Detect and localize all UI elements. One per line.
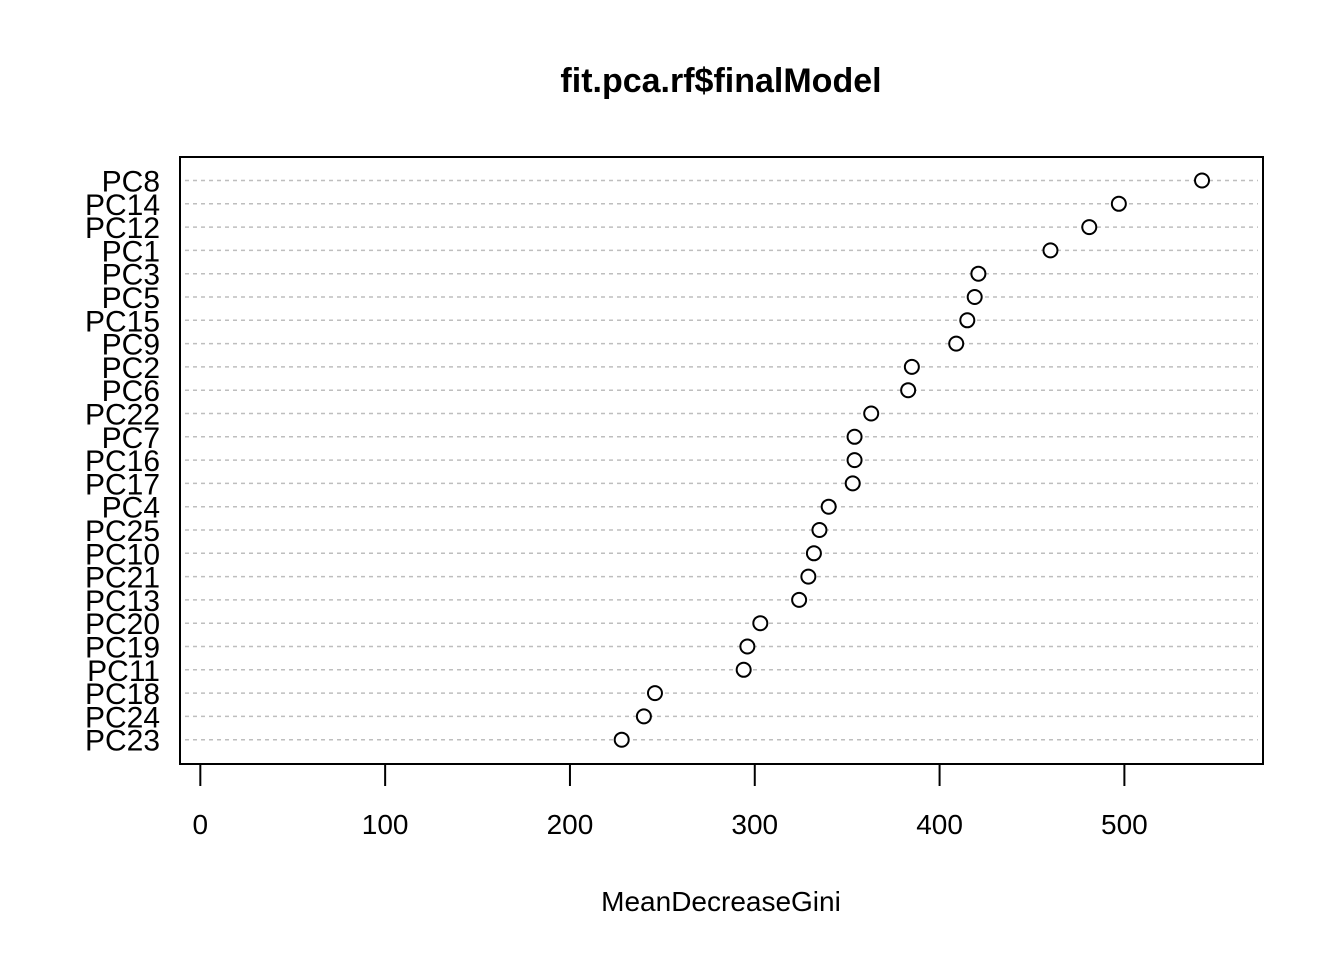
category-label: PC10 xyxy=(85,538,160,571)
category-label: PC15 xyxy=(85,305,160,338)
x-tick-label: 100 xyxy=(362,809,409,840)
category-labels: PC8PC14PC12PC1PC3PC5PC15PC9PC2PC6PC22PC7… xyxy=(85,166,160,758)
x-tick-label: 500 xyxy=(1101,809,1148,840)
gridlines xyxy=(185,179,1258,741)
x-tick-label: 400 xyxy=(916,809,963,840)
category-label: PC3 xyxy=(102,259,160,292)
data-point xyxy=(811,522,828,538)
data-point xyxy=(966,289,983,305)
category-label: PC21 xyxy=(85,562,160,595)
data-point xyxy=(800,568,817,585)
category-label: PC16 xyxy=(85,445,160,478)
category-label: PC18 xyxy=(85,678,160,711)
data-point xyxy=(739,638,756,655)
data-point xyxy=(752,615,769,632)
category-label: PC12 xyxy=(85,212,160,245)
category-label: PC25 xyxy=(85,515,160,548)
x-tick-label: 200 xyxy=(547,809,594,840)
data-point xyxy=(791,591,808,608)
data-point xyxy=(613,731,630,748)
x-axis-label: MeanDecreaseGini xyxy=(601,886,841,917)
data-points xyxy=(613,172,1211,748)
data-point xyxy=(1110,195,1127,212)
category-label: PC7 xyxy=(102,422,160,455)
category-label: PC17 xyxy=(85,468,160,501)
data-point xyxy=(805,545,822,562)
data-point xyxy=(959,312,976,329)
category-label: PC2 xyxy=(102,352,160,385)
data-point xyxy=(1042,242,1059,259)
x-tick-label: 300 xyxy=(731,809,778,840)
category-label: PC23 xyxy=(85,725,160,758)
data-point xyxy=(846,452,863,469)
category-label: PC8 xyxy=(102,166,160,199)
category-label: PC11 xyxy=(87,655,160,688)
data-point xyxy=(900,382,917,399)
data-point xyxy=(863,405,880,422)
data-point xyxy=(903,358,920,375)
chart-title: fit.pca.rf$finalModel xyxy=(560,62,881,100)
category-label: PC24 xyxy=(85,701,160,734)
data-point xyxy=(1081,219,1098,236)
data-point xyxy=(820,498,837,515)
category-label: PC13 xyxy=(85,585,160,618)
category-label: PC19 xyxy=(85,632,160,665)
x-axis: 0 100 200 300 400 500 xyxy=(193,763,1148,840)
category-label: PC14 xyxy=(85,189,160,222)
category-label: PC20 xyxy=(85,608,160,641)
category-label: PC5 xyxy=(102,282,160,315)
category-label: PC4 xyxy=(102,492,160,525)
x-tick-label: 0 xyxy=(193,809,209,840)
data-point xyxy=(646,685,663,702)
data-point xyxy=(635,708,652,725)
category-label: PC9 xyxy=(102,329,160,362)
data-point xyxy=(948,335,965,352)
data-point xyxy=(970,265,987,282)
category-label: PC1 xyxy=(102,235,160,268)
category-label: PC22 xyxy=(85,399,160,432)
data-point xyxy=(844,475,861,492)
data-point xyxy=(846,428,863,445)
data-point xyxy=(735,661,752,678)
category-label: PC6 xyxy=(102,375,160,408)
data-point xyxy=(1194,172,1211,189)
